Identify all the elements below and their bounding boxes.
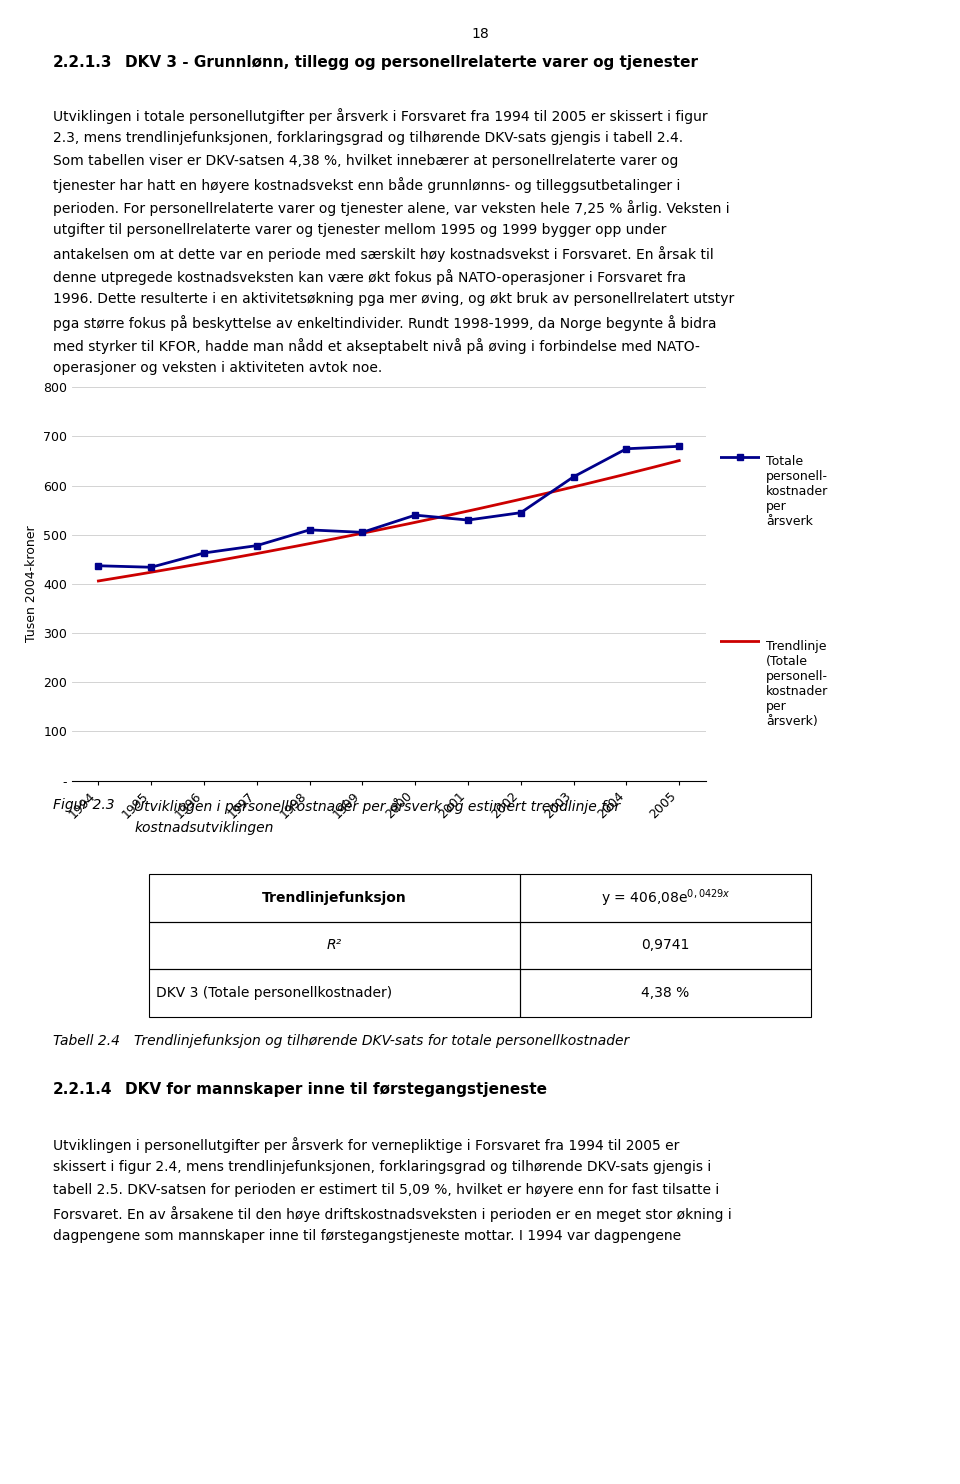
Text: DKV 3 (Totale personellkostnader): DKV 3 (Totale personellkostnader) [156,985,393,1000]
Text: Utviklingen i personellkostnader per årsverk og estimert trendlinje for: Utviklingen i personellkostnader per års… [134,798,621,815]
Y-axis label: Tusen 2004-kroner: Tusen 2004-kroner [25,525,37,643]
Text: 2.2.1.3: 2.2.1.3 [53,55,112,70]
Text: Totale
personell-
kostnader
per
årsverk: Totale personell- kostnader per årsverk [766,456,828,528]
Text: 1996. Dette resulterte i en aktivitetsøkning pga mer øving, og økt bruk av perso: 1996. Dette resulterte i en aktivitetsøk… [53,291,734,306]
Text: Trendlinjefunksjon og tilhørende DKV-sats for totale personellkostnader: Trendlinjefunksjon og tilhørende DKV-sat… [134,1034,630,1048]
Text: 2.2.1.4: 2.2.1.4 [53,1082,112,1097]
Text: denne utpregede kostnadsveksten kan være økt fokus på NATO-operasjoner i Forsvar: denne utpregede kostnadsveksten kan være… [53,269,686,285]
Text: 4,38 %: 4,38 % [641,985,689,1000]
Text: tjenester har hatt en høyere kostnadsvekst enn både grunnlønns- og tilleggsutbet: tjenester har hatt en høyere kostnadsvek… [53,177,681,193]
Text: kostnadsutviklingen: kostnadsutviklingen [134,821,274,835]
Text: med styrker til KFOR, hadde man nådd et akseptabelt nivå på øving i forbindelse : med styrker til KFOR, hadde man nådd et … [53,337,700,353]
Text: skissert i figur 2.4, mens trendlinjefunksjonen, forklaringsgrad og tilhørende D: skissert i figur 2.4, mens trendlinjefun… [53,1160,711,1174]
Text: Utviklingen i totale personellutgifter per årsverk i Forsvaret fra 1994 til 2005: Utviklingen i totale personellutgifter p… [53,107,708,123]
Text: R²: R² [326,938,342,953]
Text: pga større fokus på beskyttelse av enkeltindivider. Rundt 1998-1999, da Norge be: pga større fokus på beskyttelse av enkel… [53,315,716,331]
Text: 0,9741: 0,9741 [641,938,689,953]
Text: Figur 2.3: Figur 2.3 [53,798,114,812]
Text: Tabell 2.4: Tabell 2.4 [53,1034,120,1048]
Text: DKV 3 - Grunnlønn, tillegg og personellrelaterte varer og tjenester: DKV 3 - Grunnlønn, tillegg og personellr… [125,55,698,70]
Text: Forsvaret. En av årsakene til den høye driftskostnadsveksten i perioden er en me: Forsvaret. En av årsakene til den høye d… [53,1206,732,1223]
Text: Trendlinjefunksjon: Trendlinjefunksjon [262,890,407,905]
Text: dagpengene som mannskaper inne til førstegangstjeneste mottar. I 1994 var dagpen: dagpengene som mannskaper inne til først… [53,1229,681,1244]
Text: 2.3, mens trendlinjefunksjonen, forklaringsgrad og tilhørende DKV-sats gjengis i: 2.3, mens trendlinjefunksjonen, forklari… [53,131,683,144]
Text: perioden. For personellrelaterte varer og tjenester alene, var veksten hele 7,25: perioden. For personellrelaterte varer o… [53,199,730,215]
Text: Trendlinje
(Totale
personell-
kostnader
per
årsverk): Trendlinje (Totale personell- kostnader … [766,640,828,729]
Text: antakelsen om at dette var en periode med særskilt høy kostnadsvekst i Forsvaret: antakelsen om at dette var en periode me… [53,245,713,261]
Text: Som tabellen viser er DKV-satsen 4,38 %, hvilket innebærer at personellrelaterte: Som tabellen viser er DKV-satsen 4,38 %,… [53,153,678,168]
Text: Utviklingen i personellutgifter per årsverk for vernepliktige i Forsvaret fra 19: Utviklingen i personellutgifter per årsv… [53,1137,679,1153]
Text: y = 406,08e$^{0,0429x}$: y = 406,08e$^{0,0429x}$ [601,887,731,908]
Text: utgifter til personellrelaterte varer og tjenester mellom 1995 og 1999 bygger op: utgifter til personellrelaterte varer og… [53,223,666,236]
Text: operasjoner og veksten i aktiviteten avtok noe.: operasjoner og veksten i aktiviteten avt… [53,361,382,374]
Text: DKV for mannskaper inne til førstegangstjeneste: DKV for mannskaper inne til førstegangst… [125,1082,547,1097]
Text: tabell 2.5. DKV-satsen for perioden er estimert til 5,09 %, hvilket er høyere en: tabell 2.5. DKV-satsen for perioden er e… [53,1183,719,1198]
Text: 18: 18 [471,27,489,40]
